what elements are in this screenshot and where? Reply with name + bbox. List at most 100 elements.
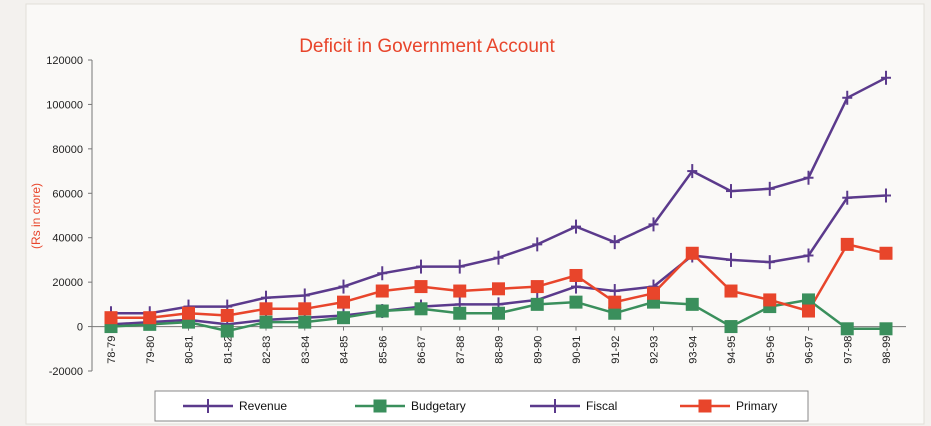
data-point-budgetary xyxy=(492,306,505,320)
data-point-primary xyxy=(840,237,854,251)
data-point-fiscal xyxy=(881,70,891,85)
data-point-budgetary xyxy=(337,311,350,325)
data-point-fiscal xyxy=(377,266,388,281)
data-point-primary xyxy=(879,246,893,260)
data-point-budgetary xyxy=(298,315,312,329)
data-point-budgetary xyxy=(840,322,854,336)
data-point-revenue xyxy=(842,190,853,205)
data-point-primary xyxy=(685,246,699,260)
x-tick-label: 96-97 xyxy=(804,336,816,364)
data-point-fiscal xyxy=(416,259,426,274)
data-point-fiscal xyxy=(338,279,349,294)
data-point-primary xyxy=(259,302,273,316)
data-point-primary xyxy=(608,295,622,309)
data-point-primary xyxy=(375,284,389,298)
y-tick-label: 40000 xyxy=(52,233,83,245)
data-point-primary xyxy=(143,311,157,325)
legend-item-budgetary: Budgetary xyxy=(355,399,466,413)
data-point-revenue xyxy=(881,188,891,203)
x-tick-label: 85-86 xyxy=(377,336,389,364)
y-tick-label: 100000 xyxy=(46,99,83,111)
data-point-primary xyxy=(530,280,544,294)
x-tick-label: 84-85 xyxy=(339,336,351,364)
data-point-budgetary xyxy=(724,320,738,334)
x-tick-label: 81-82 xyxy=(222,336,234,364)
legend-marker-primary xyxy=(698,399,712,413)
data-point-fiscal xyxy=(842,90,853,105)
data-point-budgetary xyxy=(414,302,428,316)
data-point-budgetary xyxy=(879,322,893,336)
data-point-fiscal xyxy=(803,170,814,185)
data-point-fiscal xyxy=(571,219,581,234)
legend-label-revenue: Revenue xyxy=(239,399,287,413)
x-tick-label: 78-79 xyxy=(106,336,118,364)
x-tick-label: 98-99 xyxy=(881,336,893,364)
x-tick-label: 97-98 xyxy=(842,336,854,364)
data-point-budgetary xyxy=(608,306,622,320)
legend: Revenue Budgetary Fiscal Primary xyxy=(154,390,809,422)
data-point-primary xyxy=(298,302,312,316)
x-tick-label: 95-96 xyxy=(765,336,777,364)
data-point-revenue xyxy=(803,248,814,263)
x-tick-label: 87-88 xyxy=(455,336,467,364)
data-point-fiscal xyxy=(764,181,775,196)
legend-item-fiscal: Fiscal xyxy=(530,399,617,413)
data-point-primary xyxy=(104,311,118,325)
data-point-revenue xyxy=(726,252,736,267)
data-point-fiscal xyxy=(648,217,659,232)
data-point-budgetary xyxy=(259,315,273,329)
x-tick-label: 89-90 xyxy=(532,336,544,364)
data-point-fiscal xyxy=(532,237,543,252)
x-tick-label: 86-87 xyxy=(416,336,428,364)
x-tick-label: 91-92 xyxy=(610,336,622,364)
y-tick-label: -20000 xyxy=(49,366,83,378)
data-point-fiscal xyxy=(454,259,465,274)
data-point-primary xyxy=(220,308,234,322)
y-tick-label: 20000 xyxy=(52,277,83,289)
data-point-fiscal xyxy=(726,184,736,199)
data-point-primary xyxy=(182,306,195,320)
data-point-fiscal xyxy=(609,235,620,250)
data-point-budgetary xyxy=(375,304,389,318)
y-tick-label: 80000 xyxy=(52,144,83,156)
x-tick-label: 83-84 xyxy=(300,336,312,364)
legend-marker-fiscal xyxy=(550,399,560,413)
x-tick-label: 92-93 xyxy=(649,336,661,364)
series-markers xyxy=(104,70,893,338)
x-tick-label: 80-81 xyxy=(184,336,196,364)
chart-title: Deficit in Government Account xyxy=(299,36,555,57)
data-point-primary xyxy=(492,282,505,296)
legend-marker-revenue xyxy=(203,399,213,413)
x-tick-label: 88-89 xyxy=(494,336,506,364)
data-point-primary xyxy=(724,284,738,298)
data-point-fiscal xyxy=(493,250,504,265)
data-point-primary xyxy=(647,286,660,300)
data-point-fiscal xyxy=(299,288,310,303)
data-point-budgetary xyxy=(569,295,583,309)
data-point-budgetary xyxy=(453,306,467,320)
data-point-revenue xyxy=(764,255,775,270)
data-point-primary xyxy=(763,293,777,307)
legend-label-budgetary: Budgetary xyxy=(411,399,466,413)
y-axis-label: (Rs in crore) xyxy=(29,183,43,249)
data-point-budgetary xyxy=(530,297,544,311)
y-tick-label: 60000 xyxy=(52,188,83,200)
x-tick-label: 93-94 xyxy=(687,336,699,364)
legend-label-primary: Primary xyxy=(736,399,777,413)
plot-background xyxy=(25,3,925,425)
data-point-primary xyxy=(569,268,583,282)
data-point-primary xyxy=(337,295,350,309)
legend-item-revenue: Revenue xyxy=(183,399,287,413)
data-point-budgetary xyxy=(685,297,699,311)
legend-marker-budgetary xyxy=(373,399,387,413)
x-tick-label: 79-80 xyxy=(145,336,157,364)
y-tick-label: 0 xyxy=(77,322,83,334)
y-tick-label: 120000 xyxy=(46,55,83,67)
data-point-budgetary xyxy=(802,293,815,307)
data-point-budgetary xyxy=(220,324,234,338)
axes: -20000 0 20000 40000 60000 80000 100000 120000 7… xyxy=(46,55,906,378)
data-point-primary xyxy=(802,304,815,318)
data-point-fiscal xyxy=(687,164,698,179)
x-tick-label: 94-95 xyxy=(726,336,738,364)
